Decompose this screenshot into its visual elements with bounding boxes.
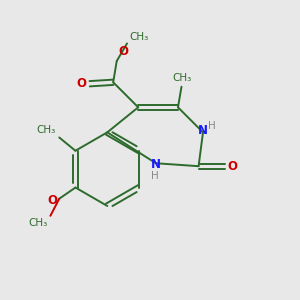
Text: N: N — [198, 124, 208, 137]
Text: CH₃: CH₃ — [129, 32, 148, 42]
Text: O: O — [47, 194, 57, 207]
Text: CH₃: CH₃ — [172, 73, 191, 83]
Text: O: O — [77, 77, 87, 90]
Text: H: H — [208, 122, 216, 131]
Text: CH₃: CH₃ — [37, 124, 56, 134]
Text: O: O — [118, 45, 128, 58]
Text: H: H — [152, 172, 159, 182]
Text: O: O — [227, 160, 237, 173]
Text: CH₃: CH₃ — [29, 218, 48, 228]
Text: N: N — [151, 158, 161, 171]
